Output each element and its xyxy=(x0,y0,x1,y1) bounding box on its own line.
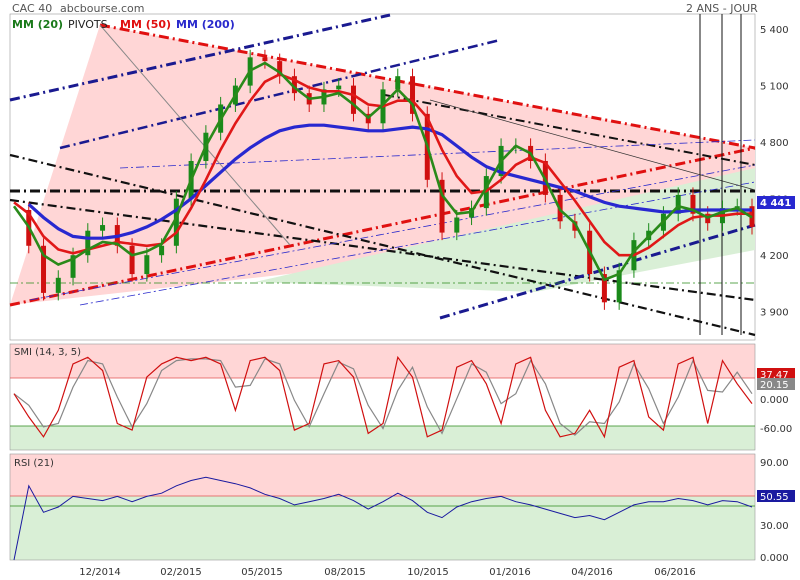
candle-body xyxy=(395,76,401,90)
x-tick-label: 02/2015 xyxy=(160,567,202,578)
x-tick-label: 08/2015 xyxy=(324,567,366,578)
mm20-line xyxy=(12,61,753,282)
thin-blue-1 xyxy=(29,164,756,301)
blue-trend-3 xyxy=(439,223,756,320)
candle-body xyxy=(144,255,150,275)
smi-badge-2-value: 20.15 xyxy=(760,380,789,391)
smi-lower-zone xyxy=(10,426,755,450)
smi-badge-1-value: 37.47 xyxy=(760,370,789,381)
rsi-current-value: 50.55 xyxy=(760,492,789,503)
fan-line-2 xyxy=(429,99,756,191)
candle-body xyxy=(410,76,416,114)
rsi-tick-0: 0.000 xyxy=(760,553,789,564)
x-tick-label: 05/2015 xyxy=(241,567,283,578)
instrument-name: CAC 40 xyxy=(12,2,52,15)
smi-badge-1 xyxy=(757,368,795,380)
candle-body xyxy=(336,85,342,90)
x-tick-label: 01/2016 xyxy=(489,567,531,578)
candle-body xyxy=(572,221,578,231)
candle-body xyxy=(675,194,681,214)
current-price-badge xyxy=(757,196,795,209)
price-y-tick: 4 800 xyxy=(760,138,789,149)
data-source: abcbourse.com xyxy=(60,2,144,15)
candle-body xyxy=(159,245,165,256)
support-zone xyxy=(255,168,755,292)
candle-body xyxy=(291,76,297,94)
black-trend-1 xyxy=(9,153,756,337)
candle-body xyxy=(55,277,61,293)
x-tick-label: 06/2016 xyxy=(654,567,696,578)
rsi-tick-30: 30.00 xyxy=(760,521,789,532)
blue-trend-1 xyxy=(9,13,391,102)
candle-body xyxy=(277,61,283,77)
legend-mm200: MM (200) xyxy=(176,18,235,31)
smi-upper-zone xyxy=(10,344,755,378)
thin-blue-3 xyxy=(119,139,756,169)
red-channel-bottom xyxy=(9,146,756,307)
thin-blue-2 xyxy=(79,181,756,306)
period-label: 2 ANS - JOUR xyxy=(686,2,758,15)
candle-body xyxy=(100,225,106,231)
candle-body xyxy=(439,179,445,233)
candle-body xyxy=(690,194,696,214)
smi-label: SMI (14, 3, 5) xyxy=(14,347,81,358)
smi-tick-zero: 0.000 xyxy=(760,395,789,406)
x-axis-ticks: 12/2014 02/2015 05/2015 08/2015 10/2015 01/20… xyxy=(79,567,696,578)
rsi-tick-90: 90.00 xyxy=(760,458,789,469)
smi-signal-line xyxy=(13,358,753,436)
rsi-panel: RSI (21) 90.00 50.55 30.00 0.000 xyxy=(9,453,795,564)
smi-badge-2 xyxy=(757,378,795,390)
candle-body xyxy=(129,245,135,275)
black-trend-3 xyxy=(384,94,756,166)
rsi-label: RSI (21) xyxy=(14,458,54,469)
chart-header: CAC 40 abcbourse.com 2 ANS - JOUR MM (20… xyxy=(12,2,758,31)
price-y-tick: 5 400 xyxy=(760,25,789,36)
rsi-frame xyxy=(9,453,756,561)
legend-mm50: MM (50) xyxy=(120,18,171,31)
price-y-tick: 5 100 xyxy=(760,82,789,93)
candle-body xyxy=(70,255,76,278)
blue-trend-2 xyxy=(59,38,501,150)
legend-pivots: PIVOTS xyxy=(68,18,108,31)
candle-body xyxy=(262,57,268,62)
smi-tick-minus60: -60.00 xyxy=(760,424,792,435)
rsi-badge xyxy=(757,490,795,502)
candle-body xyxy=(454,217,460,233)
legend-mm20: MM (20) xyxy=(12,18,63,31)
candle-body xyxy=(616,270,622,303)
candle-body xyxy=(601,274,607,303)
price-y-tick: 3 900 xyxy=(760,308,789,319)
smi-line xyxy=(13,355,753,439)
candle-body xyxy=(41,245,47,293)
candle-body xyxy=(350,85,356,114)
mm200-line xyxy=(27,123,752,240)
rsi-line xyxy=(13,476,753,561)
smi-panel: SMI (14, 3, 5) 37.47 20.15 0.000 -60.00 xyxy=(9,343,795,451)
smi-frame xyxy=(9,343,756,451)
price-y-tick: 4 200 xyxy=(760,251,789,262)
smi-mid-zone xyxy=(10,378,755,426)
x-tick-label: 10/2015 xyxy=(407,567,449,578)
red-channel-top xyxy=(99,23,756,150)
mm50-line xyxy=(13,72,752,257)
candle-body xyxy=(173,198,179,246)
rsi-upper-zone xyxy=(10,454,755,496)
candle-body xyxy=(85,230,91,256)
x-tick-label: 04/2016 xyxy=(571,567,613,578)
fan-line xyxy=(99,24,291,246)
current-price-value: 4 441 xyxy=(760,198,791,209)
x-tick-label: 12/2014 xyxy=(79,567,121,578)
